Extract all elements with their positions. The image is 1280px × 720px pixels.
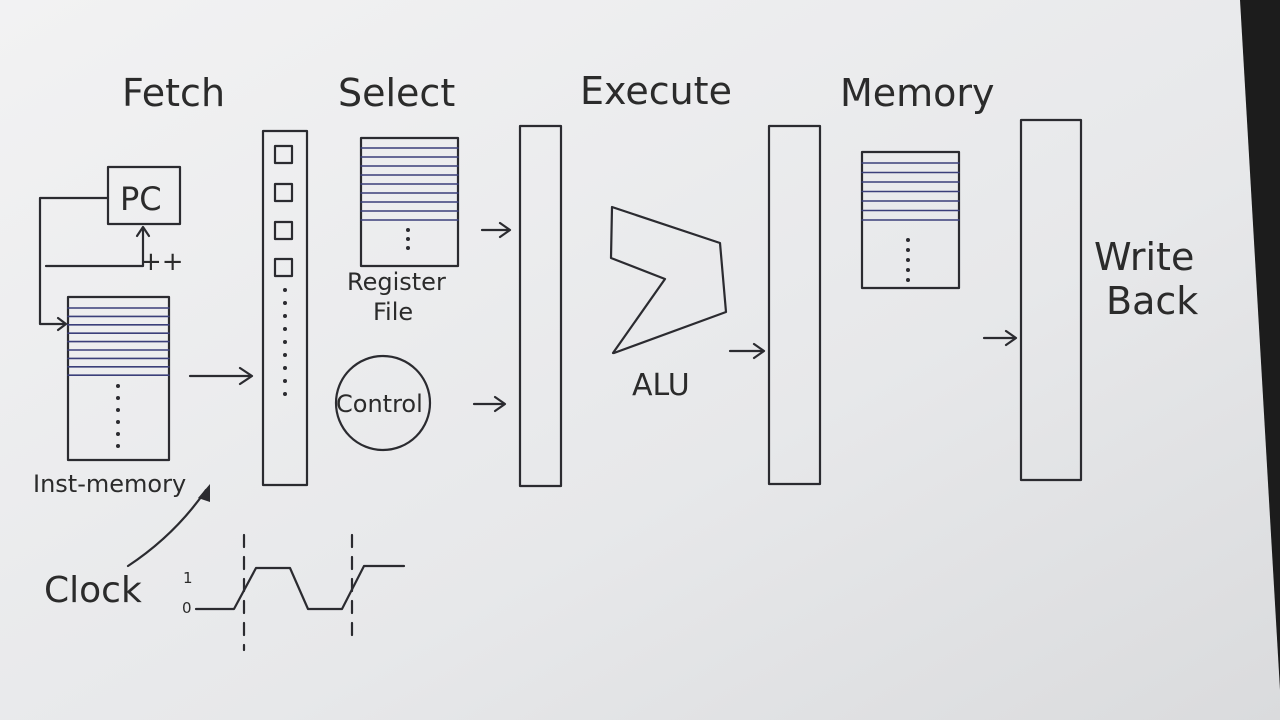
clock-waveform: [194, 533, 406, 652]
stage-select-label: Select: [338, 71, 455, 115]
arrow-fetch-to-latch: [188, 366, 254, 386]
continuation-dot: [283, 379, 287, 383]
continuation-dot: [283, 353, 287, 357]
alu: [609, 205, 728, 355]
continuation-dot: [116, 432, 120, 436]
register-file-label-line2: File: [373, 298, 413, 326]
control-label: Control: [336, 390, 423, 418]
continuation-dot: [406, 228, 410, 232]
control-unit: Control: [334, 354, 432, 452]
continuation-dot: [116, 408, 120, 412]
continuation-dot: [406, 237, 410, 241]
continuation-dot: [906, 258, 910, 262]
register-file-label-line1: Register: [347, 268, 446, 296]
continuation-dot: [283, 288, 287, 292]
continuation-dot: [283, 366, 287, 370]
continuation-dot: [283, 327, 287, 331]
program-counter: PC: [106, 165, 182, 226]
data-memory: [860, 150, 961, 290]
continuation-dot: [116, 420, 120, 424]
continuation-dot: [283, 340, 287, 344]
stage-writeback-label-line2: Back: [1106, 279, 1198, 323]
pipeline-register-execute-memory: [767, 124, 822, 486]
continuation-dot: [283, 392, 287, 396]
arrow-memory-to-latch: [982, 329, 1018, 347]
pc-feedback-wires: [38, 196, 151, 332]
pc-label: PC: [120, 180, 162, 218]
continuation-dot: [906, 238, 910, 242]
continuation-dot: [283, 301, 287, 305]
clock-level-high: 1: [183, 569, 193, 587]
arrow-alu-to-latch: [728, 342, 766, 360]
continuation-dot: [283, 314, 287, 318]
stage-execute-label: Execute: [580, 69, 732, 113]
pipeline-register-select-execute: [518, 124, 563, 488]
stage-fetch-label: Fetch: [122, 71, 225, 115]
pipeline-register-fetch-select: [261, 129, 309, 487]
continuation-dot: [116, 384, 120, 388]
arrow-register-file-to-latch: [480, 221, 512, 239]
continuation-dot: [906, 248, 910, 252]
clock-level-low: 0: [182, 599, 192, 617]
continuation-dot: [116, 444, 120, 448]
inst-memory-label: Inst-memory: [33, 470, 186, 498]
instruction-memory: [66, 295, 171, 462]
register-file: [359, 136, 460, 268]
arrow-control-to-latch: [472, 395, 507, 413]
clock-label: Clock: [44, 570, 142, 611]
stage-memory-label: Memory: [840, 71, 995, 115]
pipeline-register-memory-writeback: [1019, 118, 1083, 482]
continuation-dot: [906, 278, 910, 282]
continuation-dot: [116, 396, 120, 400]
alu-label: ALU: [632, 368, 690, 403]
clock-arrow: [126, 484, 210, 568]
continuation-dot: [906, 268, 910, 272]
increment-label: ++: [140, 247, 184, 277]
stage-writeback-label-line1: Write: [1094, 235, 1194, 279]
continuation-dot: [406, 246, 410, 250]
